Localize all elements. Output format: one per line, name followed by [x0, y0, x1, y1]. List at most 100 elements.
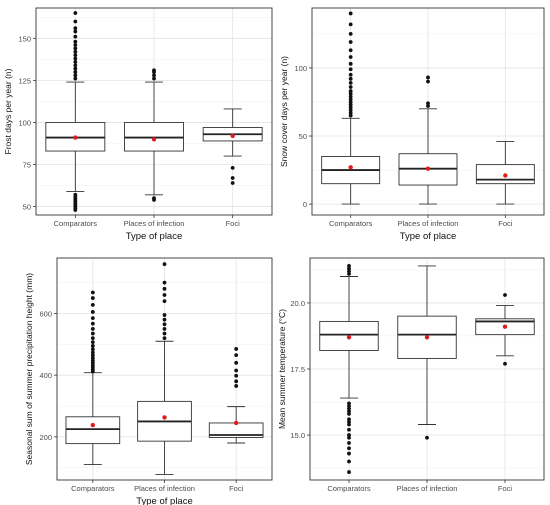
outlier-point [503, 361, 507, 366]
outlier-point [348, 91, 353, 96]
outlier-point [73, 26, 78, 31]
y-tick-label: 50 [299, 132, 307, 141]
outlier-point [73, 46, 78, 51]
precipitation-panel: 200 400 600 Comparators Places of infection F… [24, 257, 273, 505]
outlier-point [348, 72, 353, 77]
outlier-point [73, 73, 78, 78]
outlier-point [347, 404, 351, 408]
outlier-point [162, 331, 167, 336]
y-tick-label: 125 [18, 76, 31, 85]
outlier-point [348, 89, 353, 93]
temperature-panel: 15.0 17.5 20.0 Comparators Places of infecti… [277, 257, 545, 493]
outlier-point [162, 262, 167, 267]
y-tick-label: 400 [39, 371, 52, 380]
outlier-point [73, 11, 78, 15]
outlier-point [348, 48, 353, 53]
outlier-point [347, 264, 351, 268]
outlier-point [90, 347, 95, 352]
outlier-point [347, 406, 351, 411]
y-tick-label: 50 [23, 203, 31, 212]
outlier-point [90, 316, 95, 321]
outlier-point [90, 310, 95, 314]
outlier-point [162, 317, 167, 322]
outlier-point [348, 100, 353, 104]
outlier-point [234, 368, 239, 373]
y-tick-label: 75 [23, 161, 31, 170]
y-tick-label: 15.0 [290, 431, 305, 440]
outlier-point [73, 56, 78, 61]
outlier-point [348, 94, 353, 99]
outlier-point [90, 302, 95, 307]
outlier-point [162, 299, 167, 304]
outlier-point [348, 97, 353, 102]
outlier-point [347, 412, 351, 416]
outlier-point [90, 331, 95, 336]
outlier-point [347, 427, 351, 432]
y-tick-label: 20.0 [290, 299, 305, 308]
mean-point [233, 420, 239, 426]
outlier-point [230, 165, 235, 170]
iqr-box [65, 416, 121, 445]
outlier-point [73, 19, 78, 24]
outlier-point [347, 266, 351, 271]
mean-point [90, 422, 96, 428]
outlier-point [90, 321, 95, 326]
x-tick-label: Foci [498, 484, 513, 493]
x-tick-label: Comparators [54, 219, 98, 228]
outlier-point [90, 356, 95, 360]
mean-point [230, 133, 235, 139]
mean-point [348, 165, 353, 170]
outlier-point [347, 451, 351, 456]
outlier-point [348, 113, 353, 118]
outlier-point [347, 419, 351, 424]
outlier-point [348, 61, 353, 66]
outlier-point [348, 55, 353, 59]
outlier-point [347, 459, 351, 464]
outlier-point [234, 379, 239, 384]
outlier-point [152, 68, 156, 73]
outlier-point [347, 401, 351, 406]
outlier-point [234, 384, 239, 388]
outlier-point [162, 336, 167, 341]
y-tick-label: 0 [303, 200, 307, 209]
outlier-point [73, 53, 78, 58]
outlier-point [73, 29, 78, 34]
outlier-point [347, 422, 351, 427]
outlier-point [162, 293, 167, 297]
outlier-point [348, 102, 353, 107]
x-axis-title: Type of place [400, 231, 457, 242]
outlier-point [234, 353, 239, 358]
y-tick-label: 100 [294, 64, 307, 73]
outlier-point [347, 446, 351, 451]
y-tick-label: 100 [18, 118, 31, 127]
outlier-point [73, 76, 78, 81]
outlier-point [152, 196, 156, 201]
outlier-point [348, 85, 353, 89]
outlier-point [90, 336, 95, 341]
x-tick-label: Foci [226, 219, 241, 228]
mean-point [151, 137, 157, 142]
mean-point [502, 324, 508, 329]
outlier-point [73, 49, 78, 54]
outlier-point [348, 76, 353, 81]
outlier-point [347, 271, 351, 276]
outlier-point [73, 34, 78, 39]
outlier-point [90, 296, 95, 300]
outlier-point [348, 81, 353, 85]
outlier-point [162, 313, 167, 317]
outlier-point [426, 75, 430, 80]
outlier-point [90, 343, 95, 348]
outlier-point [347, 433, 351, 437]
outlier-point [348, 40, 353, 44]
outlier-point [347, 417, 351, 422]
outlier-point [234, 373, 239, 378]
outlier-point [348, 110, 353, 115]
x-tick-label: Places of infection [397, 484, 458, 493]
x-tick-label: Foci [498, 219, 513, 228]
x-tick-label: Places of infection [398, 219, 459, 228]
outlier-point [426, 101, 430, 106]
outlier-point [348, 22, 353, 27]
outlier-point [90, 290, 95, 295]
frost-days-panel: 50 75 100 125 150 Comparators Places of infect… [3, 7, 273, 242]
